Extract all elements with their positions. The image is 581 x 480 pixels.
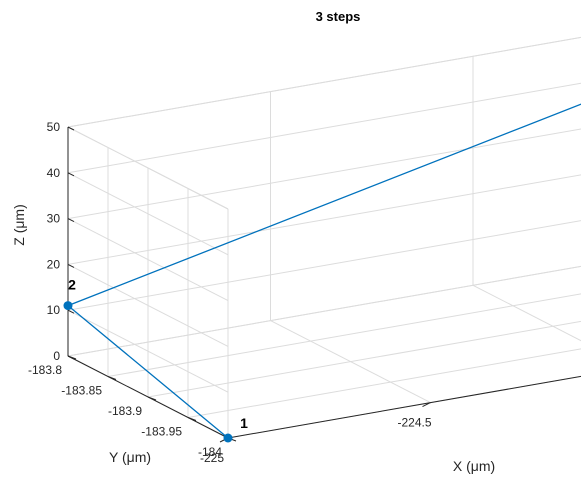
y-tick-label: -183.85	[61, 384, 102, 398]
point-layer: 123	[63, 277, 248, 443]
x-tick-label: -224.5	[397, 416, 431, 430]
x-tick-mark	[422, 402, 431, 408]
grid-line	[67, 220, 581, 311]
z-tick-label: 10	[47, 303, 61, 317]
z-tick-label: 40	[47, 166, 61, 180]
grid-line	[67, 172, 229, 256]
grid-line	[67, 36, 581, 128]
grid-line	[67, 265, 581, 357]
chart-title: 3 steps	[316, 9, 361, 24]
z-tick-mark	[67, 218, 75, 223]
grid-line	[67, 174, 581, 265]
x-tick-label: -225	[200, 451, 224, 465]
grid-line	[67, 82, 581, 174]
grid-line	[67, 263, 229, 347]
y-tick-mark	[147, 396, 157, 401]
data-point	[223, 433, 233, 443]
point-label: 1	[240, 415, 248, 431]
grid-line	[67, 265, 581, 357]
grid-line	[187, 348, 581, 418]
data-point	[63, 301, 73, 311]
y-tick-label: -183.8	[28, 363, 62, 377]
series-line	[66, 103, 581, 439]
grid-line	[67, 309, 229, 393]
grid-line	[472, 284, 581, 342]
grid-line	[67, 128, 581, 220]
grid-line	[147, 320, 581, 398]
y-tick-label: -183.95	[141, 425, 182, 439]
grid-line	[67, 126, 229, 210]
y-tick-label: -183.9	[108, 404, 142, 418]
grid-layer	[67, 36, 581, 439]
z-tick-label: 30	[47, 212, 61, 226]
y-tick-mark	[187, 417, 197, 421]
grid-line	[67, 36, 581, 128]
z-tick-mark	[67, 309, 75, 314]
z-axis-label: Z (μm)	[11, 204, 27, 246]
grid-line	[67, 218, 229, 302]
tick-layer: -225-224.5-224-183.8-183.85-183.9-183.95…	[28, 120, 432, 465]
point-label: 2	[68, 277, 76, 293]
z-tick-mark	[67, 263, 75, 268]
z-tick-label: 0	[53, 349, 60, 363]
z-tick-mark	[67, 126, 75, 131]
y-tick-mark	[107, 376, 117, 380]
z-tick-label: 50	[47, 120, 61, 134]
x-axis-label: X (μm)	[453, 458, 495, 474]
y-tick-label: -184	[198, 445, 222, 459]
x-axis-line	[227, 375, 581, 439]
z-tick-mark	[67, 172, 75, 177]
y-axis-label: Y (μm)	[109, 449, 151, 465]
z-tick-label: 20	[47, 257, 61, 271]
series-layer	[66, 103, 581, 439]
z-tick-mark	[67, 355, 75, 360]
